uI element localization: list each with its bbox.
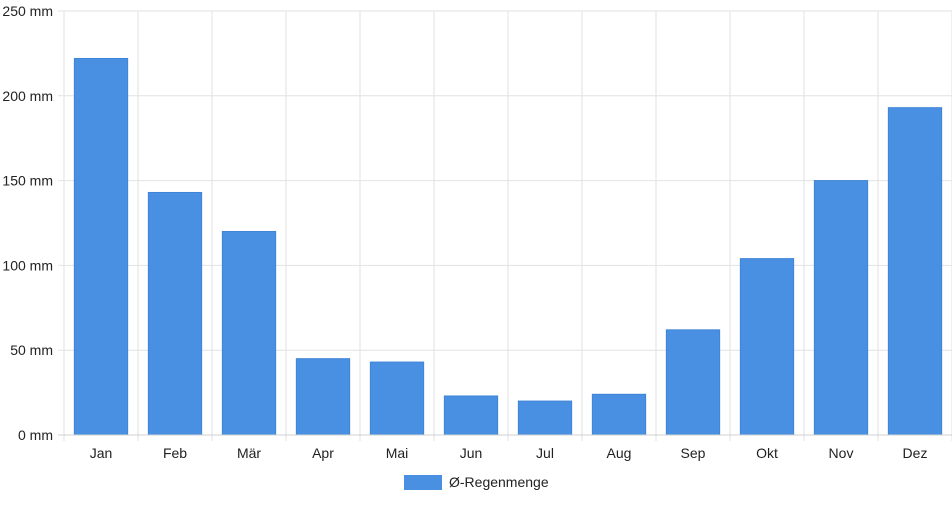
y-tick-label: 250 mm: [2, 3, 53, 19]
x-tick-label: Mär: [237, 445, 261, 461]
bar-feb[interactable]: [147, 191, 203, 436]
x-tick-label: Jul: [536, 445, 554, 461]
bar-jun[interactable]: [443, 395, 499, 436]
x-tick-label: Apr: [312, 445, 334, 461]
x-tick-label: Jan: [90, 445, 113, 461]
y-tick-label: 200 mm: [2, 88, 53, 104]
bar-jan[interactable]: [73, 57, 129, 436]
bar-sep[interactable]: [665, 329, 721, 436]
y-tick-label: 50 mm: [10, 342, 53, 358]
bar-dez[interactable]: [887, 107, 943, 436]
bar-apr[interactable]: [295, 358, 351, 436]
bar-aug[interactable]: [591, 393, 647, 436]
x-tick-label: Okt: [756, 445, 778, 461]
y-tick-label: 100 mm: [2, 257, 53, 273]
y-tick-label: 150 mm: [2, 173, 53, 189]
bar-mär[interactable]: [221, 230, 277, 436]
bar-mai[interactable]: [369, 361, 425, 436]
bar-okt[interactable]: [739, 258, 795, 436]
x-tick-label: Feb: [163, 445, 187, 461]
axis-layer: 0 mm 50 mm 100 mm 150 mm 200 mm 250 mm Jan Feb M…: [2, 3, 952, 461]
bar-nov[interactable]: [813, 180, 869, 436]
x-tick-label: Nov: [829, 445, 854, 461]
bar-jul[interactable]: [517, 400, 573, 436]
x-tick-label: Dez: [903, 445, 928, 461]
y-tick-label: 0 mm: [18, 427, 53, 443]
legend[interactable]: Ø-Regenmenge: [404, 474, 549, 490]
legend-label[interactable]: Ø-Regenmenge: [449, 474, 549, 490]
x-tick-label: Jun: [460, 445, 483, 461]
x-tick-label: Sep: [681, 445, 706, 461]
x-tick-label: Aug: [607, 445, 632, 461]
x-tick-label: Mai: [386, 445, 409, 461]
grid-layer: [58, 10, 952, 441]
bars-layer: [73, 57, 943, 436]
legend-swatch[interactable]: [404, 475, 442, 490]
